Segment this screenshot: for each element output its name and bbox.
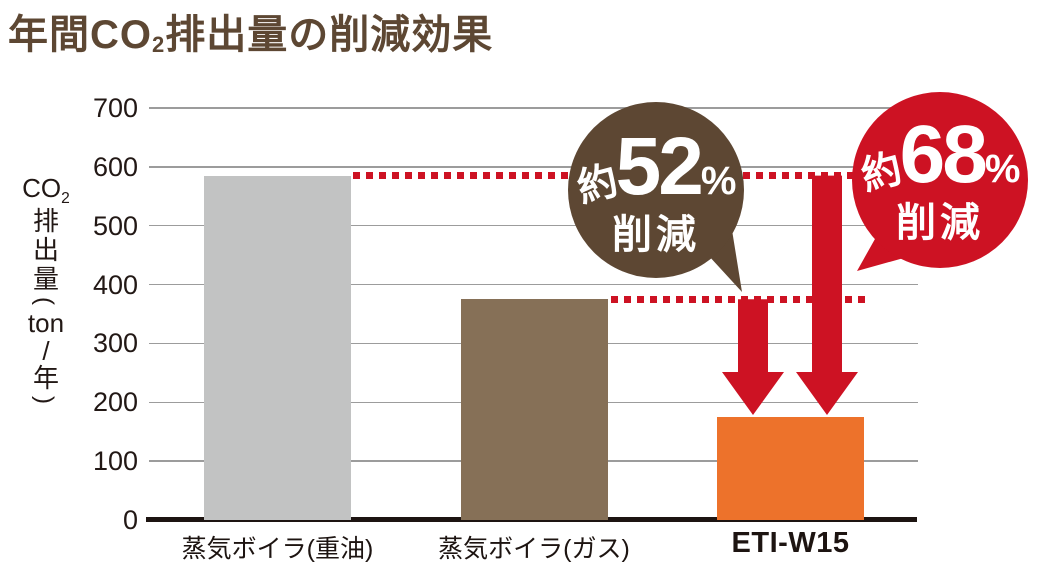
y-axis-title-co2: CO2 [22,174,70,207]
y-tick-label: 100 [92,446,138,477]
y-axis-title-open-paren: ( [31,297,58,306]
y-tick-label: 300 [92,328,138,359]
y-axis-title-unit: ton [27,308,65,339]
chart-title-subscript: 2 [152,31,166,57]
callout-68-value: 68 [899,109,988,200]
callout-52-value: 52 [615,121,704,212]
x-category-label: 蒸気ボイラ(ガス) [438,535,630,563]
chart-title-pre: 年間CO [8,13,152,57]
y-tick-label: 200 [92,387,138,418]
chart-title: 年間CO2排出量の削減効果 [8,2,493,60]
gridline-700 [149,107,918,109]
reduction-arrow [722,299,784,415]
y-axis-title-close-paren: ) [31,396,58,405]
callout-52-unit: % [700,159,737,203]
y-tick-label: 700 [92,93,138,123]
callout-52-text: 約 52 % 削減 [573,121,737,260]
gridline-600 [149,166,918,168]
y-axis-title-segment: 年 [32,362,59,393]
callout-68-text: 約 68 % 削減 [857,109,1021,248]
callout-52-label: 削減 [611,213,700,257]
y-tick-label: 0 [122,505,138,535]
reference-dotted-line-375 [611,295,866,303]
y-axis-title-segment: 出 [32,234,59,265]
y-tick-label: 600 [92,151,138,182]
y-tick-label: 400 [92,269,138,300]
x-category-label: ETI-W15 [731,527,850,559]
y-axis-title-segment: 量 [32,263,59,294]
gridline-400 [149,283,918,286]
bar-1 [460,299,608,520]
bar-0 [204,175,351,520]
callout-52-percent-row: 約 52 % [573,121,737,212]
chart-title-post: 排出量の削減効果 [165,13,494,57]
y-axis-title: CO2 排 出 量 ( ton / 年 ) [16,174,76,408]
y-axis-title-segment: 排 [32,206,59,237]
x-category-label: 蒸気ボイラ(重油) [181,535,374,563]
y-tick-label: 500 [92,210,138,241]
callout-68-percent-row: 約 68 % [857,109,1021,200]
callout-68-unit: % [984,147,1021,191]
bar-2 [717,417,864,520]
gridline-500 [149,224,918,227]
y-axis-title-segment: CO [22,173,62,203]
y-axis-title-subscript: 2 [61,190,70,208]
y-axis-title-slash: / [42,335,50,366]
callout-68-label: 削減 [895,201,984,245]
